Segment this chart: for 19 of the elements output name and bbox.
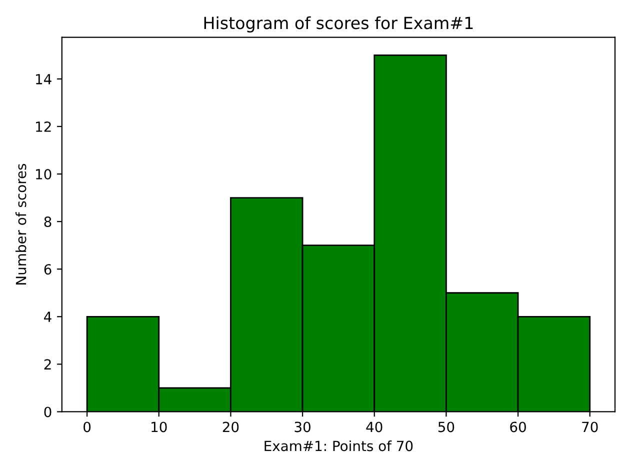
y-tick-label: 4	[44, 312, 52, 322]
y-tick-label: 2	[44, 359, 51, 370]
x-tick-label: 70	[582, 422, 598, 432]
x-axis-title: Exam#1: Points of 70	[264, 440, 413, 452]
y-tick-label: 8	[44, 216, 52, 228]
y-tick-label: 6	[44, 264, 52, 275]
y-tick-label: 10	[36, 168, 52, 180]
y-tick-label: 14	[36, 74, 52, 84]
x-tick-label: 20	[222, 422, 239, 432]
y-tick-label: 0	[44, 406, 52, 418]
x-tick-label: 50	[438, 422, 454, 432]
x-tick-label: 40	[366, 422, 382, 432]
y-tick-label: 12	[36, 121, 51, 132]
x-tick-label: 60	[510, 422, 526, 432]
x-tick-label: 10	[152, 422, 167, 432]
chart-title: Histogram of scores for Exam#1	[204, 16, 473, 32]
y-axis-title: Number of scores	[16, 164, 26, 284]
x-tick-label: 0	[84, 422, 91, 432]
x-tick-label: 30	[294, 422, 310, 432]
